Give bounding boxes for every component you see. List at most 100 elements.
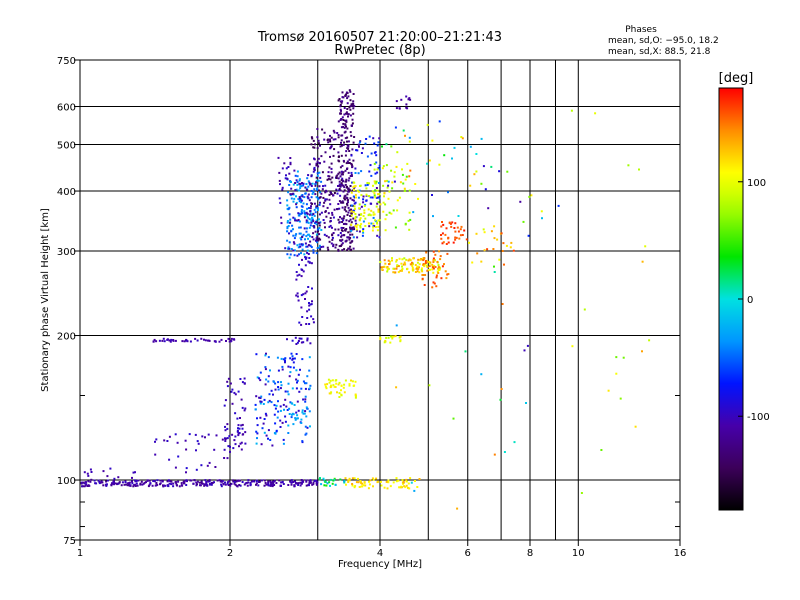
data-point [299,237,302,240]
data-point [414,271,417,273]
data-point [432,261,435,263]
data-point [176,441,179,444]
data-point [294,480,296,483]
data-point [184,439,187,442]
data-point [338,188,341,190]
data-point [353,477,356,480]
data-point [375,205,378,208]
data-point [458,237,461,240]
data-point [386,270,389,273]
data-point [226,457,229,460]
data-point [432,267,435,270]
data-point [172,485,175,488]
data-point [445,227,448,230]
data-point [287,247,290,250]
data-point [339,166,342,169]
data-point [378,137,381,140]
data-point [469,184,472,187]
data-point [426,269,429,272]
data-point [262,403,265,405]
data-point [349,108,352,111]
data-point [324,385,327,388]
data-point [226,481,229,484]
data-point [309,183,312,186]
data-point [304,256,307,259]
data-point [236,429,239,432]
data-point [641,260,644,263]
data-point [243,382,246,385]
data-point [373,194,376,197]
data-point [317,222,320,225]
data-point [149,482,152,485]
data-point [358,145,360,148]
data-point [341,116,344,119]
data-point [340,134,343,137]
data-point [312,213,315,216]
data-point [281,167,284,170]
data-point [338,381,341,384]
data-point [347,231,350,234]
x-tick-label: 8 [527,548,533,559]
data-point [453,146,456,149]
data-point [268,393,271,396]
data-point [294,219,297,222]
data-point [228,480,231,483]
data-point [362,201,365,204]
data-point [342,122,345,125]
data-point [317,218,320,221]
data-point [300,418,303,421]
data-point [338,183,341,186]
data-point [422,263,425,265]
data-point [148,479,151,482]
data-point [301,258,303,261]
data-point [288,256,291,259]
data-point [327,248,330,251]
data-point [316,172,319,175]
data-point [120,484,123,487]
data-point [333,192,336,194]
data-point [310,246,313,249]
data-point [408,136,411,139]
data-point [437,267,440,270]
data-point [352,104,355,107]
data-point [341,177,344,180]
data-point [408,211,411,214]
data-point [296,400,299,403]
data-point [228,435,231,438]
data-point [305,203,308,206]
data-point [323,484,326,487]
data-point [300,294,303,297]
data-point [354,217,357,220]
data-point [174,433,177,436]
data-point [306,249,309,252]
data-point [392,335,395,338]
data-point [300,201,302,204]
data-point [399,335,402,338]
data-point [294,182,297,184]
data-point [339,194,342,197]
data-point [305,323,308,325]
data-point [353,228,356,231]
data-point [366,155,369,158]
data-point [362,230,364,232]
data-point [174,466,177,469]
data-point [232,480,235,483]
data-point [300,199,303,202]
data-point [384,203,387,206]
data-point [348,384,351,387]
data-point [500,232,503,235]
data-point [126,484,129,487]
data-point [346,199,349,202]
data-point [320,246,323,248]
data-point [178,485,181,488]
data-point [296,414,299,417]
data-point [374,226,377,228]
data-point [106,479,109,482]
data-point [280,381,282,384]
data-point [346,202,348,205]
data-point [342,219,345,222]
data-point [264,481,267,484]
data-point [364,142,367,145]
data-point [307,260,310,263]
data-point [378,193,381,196]
